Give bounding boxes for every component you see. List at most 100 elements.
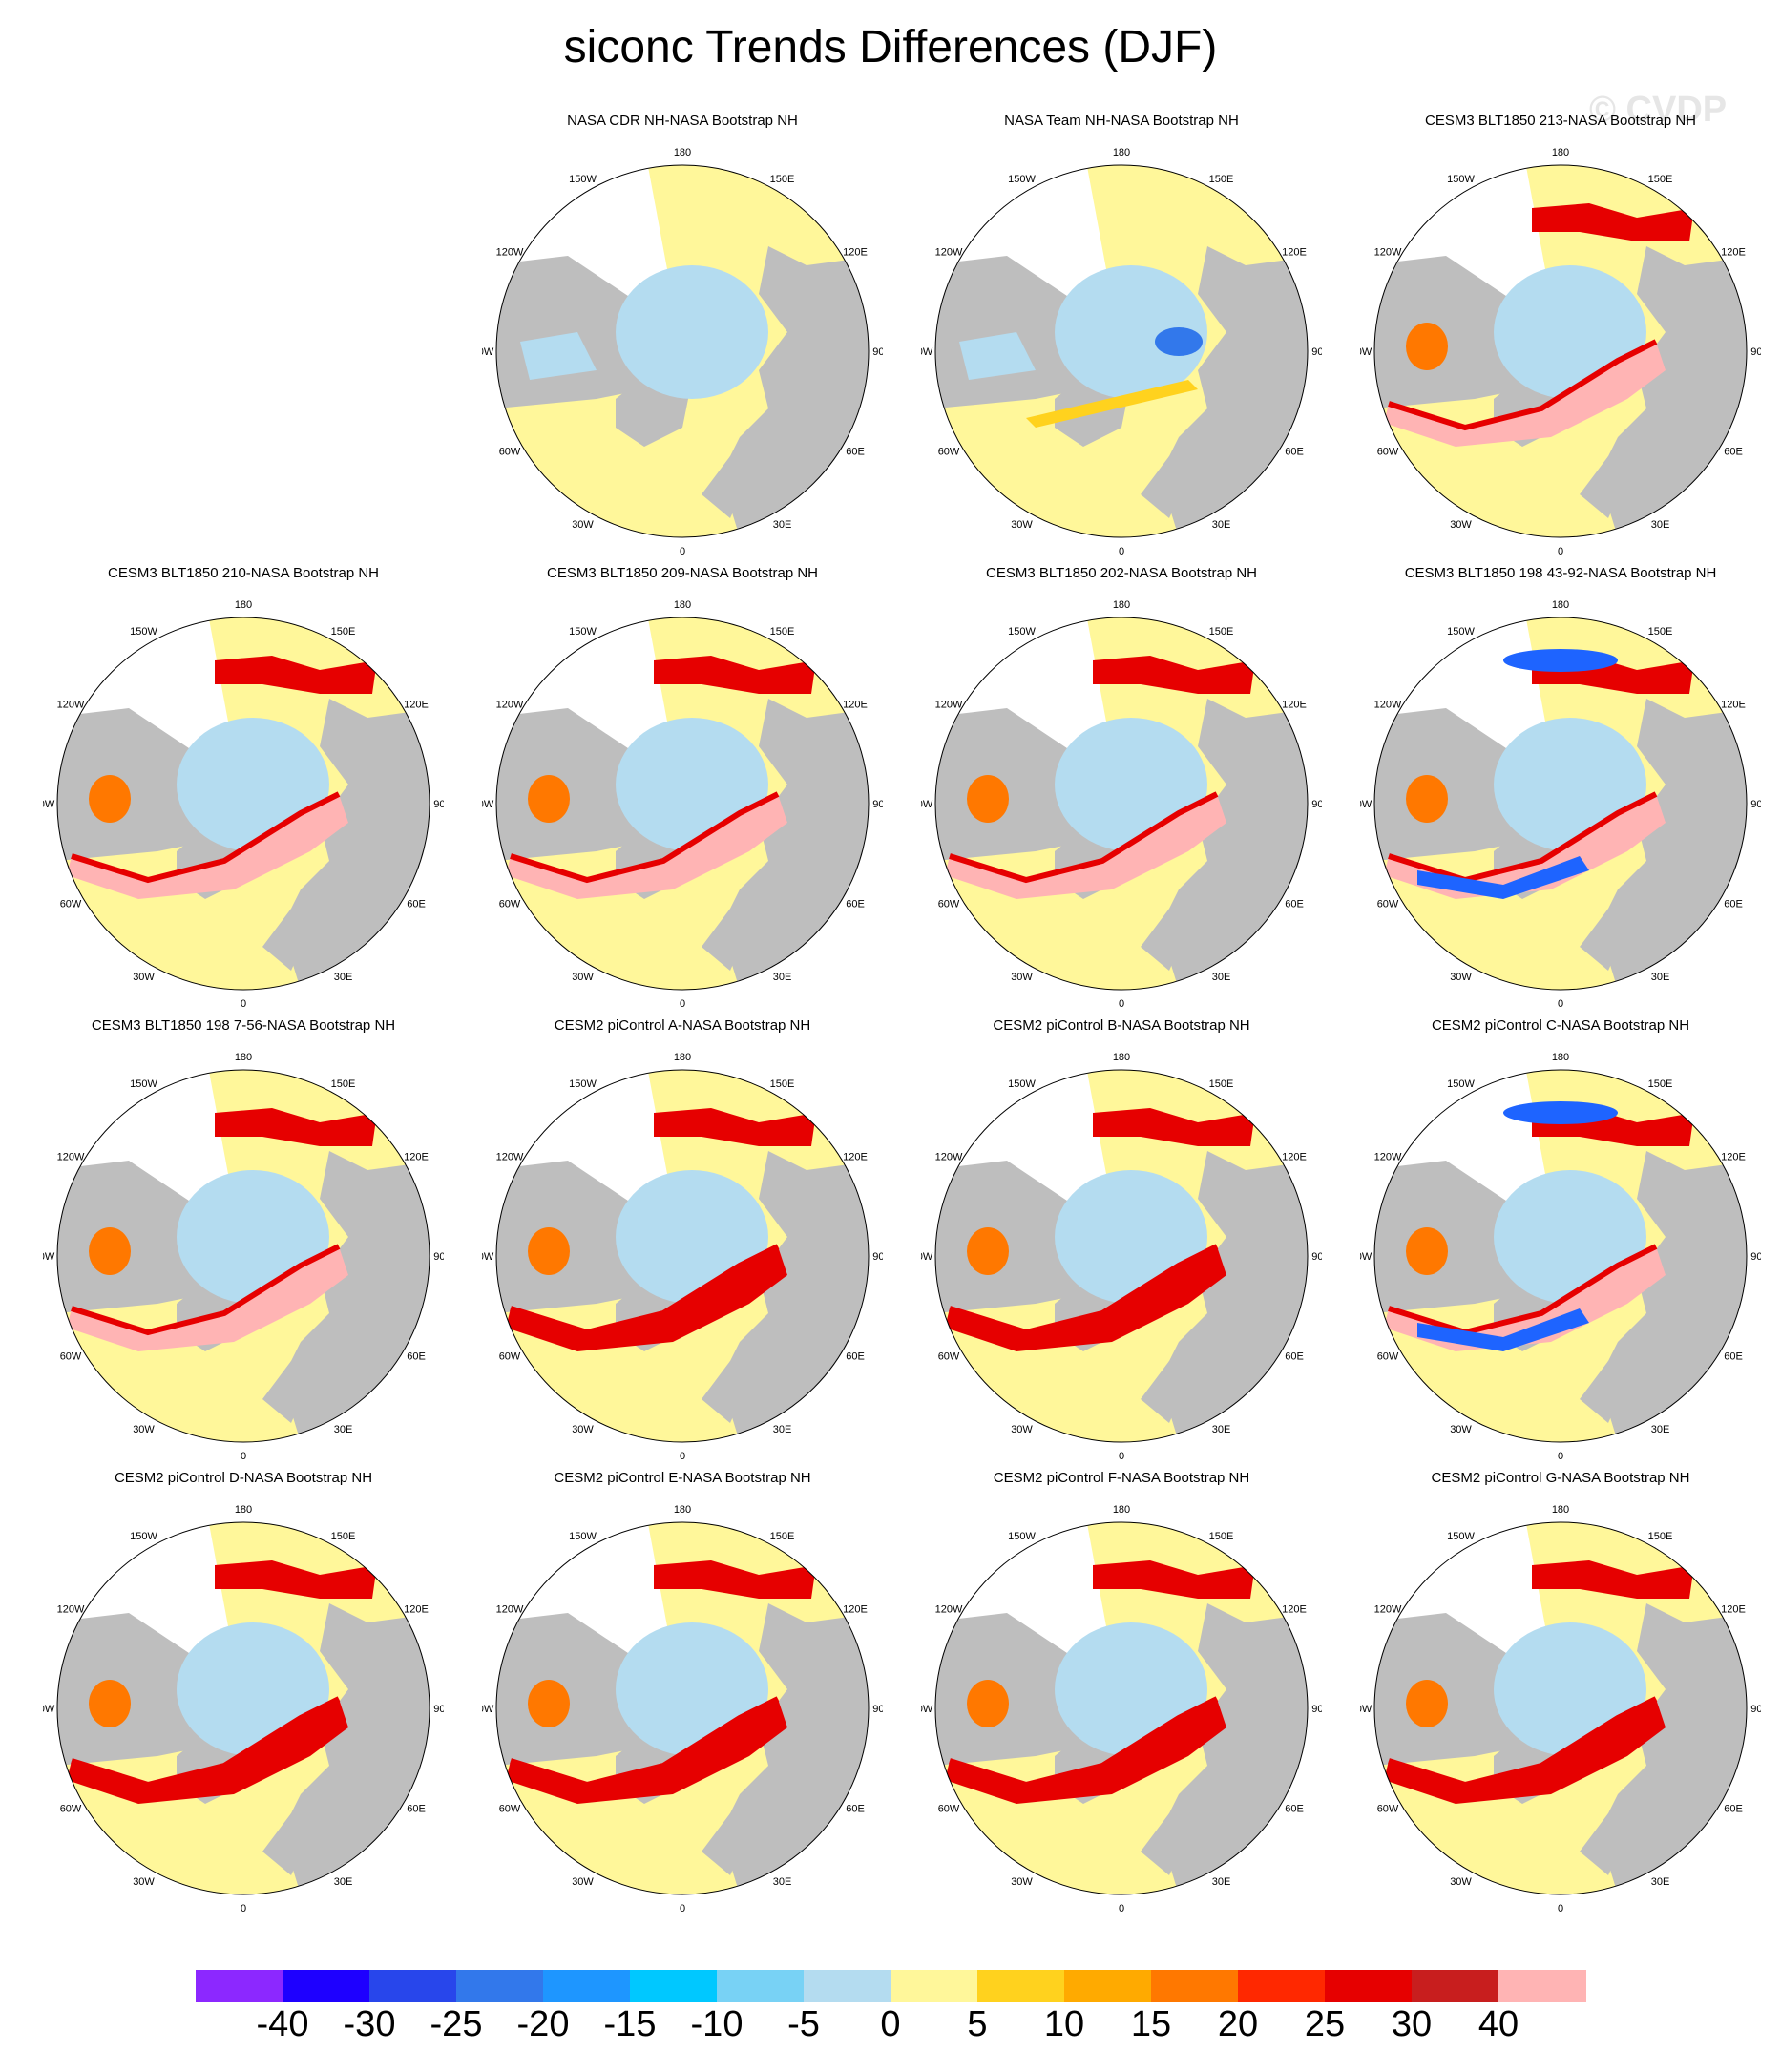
longitude-label: 120W [1374, 700, 1402, 711]
colorbar-segment [543, 1970, 631, 2002]
longitude-label: 120W [1374, 247, 1402, 259]
longitude-label: 180 [674, 599, 691, 611]
longitude-label: 150E [770, 1531, 795, 1542]
panel-title: CESM3 BLT1850 202-NASA Bootstrap NH [985, 565, 1258, 581]
longitude-label: 60E [407, 899, 426, 910]
longitude-label: 150W [1008, 626, 1036, 638]
page-title: siconc Trends Differences (DJF) [563, 22, 1218, 73]
longitude-label: 0 [1558, 546, 1563, 557]
longitude-label: 180 [674, 1052, 691, 1063]
map-panel: CESM3 BLT1850 209-NASA Bootstrap NH 180 15… [482, 565, 883, 1014]
longitude-label: 30E [1212, 519, 1231, 531]
longitude-label: 60W [1377, 1804, 1399, 1815]
longitude-label: 180 [235, 599, 252, 611]
longitude-label: 60W [938, 1804, 960, 1815]
longitude-label: 30E [334, 1424, 353, 1435]
colorbar-segment [717, 1970, 805, 2002]
map-panel: NASA Team NH-NASA Bootstrap NH 180 150E 120… [921, 113, 1322, 561]
longitude-label: 150W [569, 174, 597, 185]
longitude-label: 90E [1311, 1704, 1322, 1715]
longitude-label: 150E [1648, 1078, 1673, 1090]
polar-map: 180 150E 120E 90E 60E 30E 0 30W 60W 90W 120W 150W [482, 147, 883, 557]
panel-title: CESM3 BLT1850 213-NASA Bootstrap NH [1424, 113, 1697, 129]
longitude-label: 120W [1374, 1604, 1402, 1616]
polar-map: 180 150E 120E 90E 60E 30E 0 30W 60W 90W 120W 150W [482, 1504, 883, 1915]
longitude-label: 30E [773, 1424, 792, 1435]
longitude-label: 120W [57, 1604, 85, 1616]
longitude-label: 150E [331, 1078, 356, 1090]
polar-map: 180 150E 120E 90E 60E 30E 0 30W 60W 90W 120W 150W [482, 1052, 883, 1462]
longitude-label: 90E [872, 799, 883, 810]
longitude-label: 0 [1558, 998, 1563, 1010]
colorbar-segment [890, 1970, 978, 2002]
colorbar-tick-label: 10 [1043, 2004, 1085, 2044]
panel-title: CESM3 BLT1850 210-NASA Bootstrap NH [107, 565, 380, 581]
longitude-label: 120E [404, 1152, 429, 1163]
longitude-label: 30E [1651, 1876, 1670, 1888]
longitude-label: 120E [843, 247, 868, 259]
longitude-label: 0 [1558, 1903, 1563, 1915]
longitude-label: 90E [1750, 1704, 1761, 1715]
longitude-label: 150W [1008, 1531, 1036, 1542]
panel-title: CESM2 piControl A-NASA Bootstrap NH [554, 1017, 811, 1034]
longitude-label: 30W [1011, 519, 1033, 531]
longitude-label: 60E [846, 1351, 865, 1363]
longitude-label: 30E [773, 1876, 792, 1888]
longitude-label: 180 [1113, 599, 1130, 611]
longitude-label: 60W [60, 899, 82, 910]
longitude-label: 90E [1750, 1251, 1761, 1263]
longitude-label: 30W [572, 1876, 594, 1888]
map-panel: CESM2 piControl C-NASA Bootstrap NH 180 15… [1360, 1017, 1761, 1466]
longitude-label: 0 [680, 998, 685, 1010]
longitude-label: 120W [935, 1604, 963, 1616]
panel-title: CESM2 piControl E-NASA Bootstrap NH [554, 1470, 811, 1486]
longitude-label: 90E [433, 1251, 444, 1263]
longitude-label: 90E [1750, 799, 1761, 810]
longitude-label: 60E [1724, 447, 1743, 458]
longitude-label: 90E [1311, 799, 1322, 810]
longitude-label: 30E [1651, 1424, 1670, 1435]
longitude-label: 120W [935, 700, 963, 711]
longitude-label: 60W [60, 1804, 82, 1815]
longitude-label: 60W [499, 447, 521, 458]
longitude-label: 150E [770, 626, 795, 638]
longitude-label: 150E [1209, 1078, 1234, 1090]
longitude-label: 30E [1212, 1424, 1231, 1435]
longitude-label: 120E [843, 700, 868, 711]
colorbar-segment [1238, 1970, 1326, 2002]
longitude-label: 120E [1282, 700, 1307, 711]
longitude-label: 120W [496, 1604, 524, 1616]
longitude-label: 60E [1285, 1804, 1304, 1815]
colorbar-tick-label: 5 [967, 2004, 988, 2044]
colorbar-segment [456, 1970, 544, 2002]
panel-title: CESM3 BLT1850 209-NASA Bootstrap NH [546, 565, 819, 581]
longitude-label: 60W [1377, 899, 1399, 910]
longitude-label: 180 [1113, 147, 1130, 158]
colorbar-segment [196, 1970, 283, 2002]
colorbar-tick-label: 30 [1391, 2004, 1433, 2044]
polar-map: 180 150E 120E 90E 60E 30E 0 30W 60W 90W 120W 150W [43, 1052, 444, 1462]
longitude-label: 0 [1119, 998, 1124, 1010]
longitude-label: 30W [572, 972, 594, 983]
map-panel: CESM2 piControl G-NASA Bootstrap NH 180 15… [1360, 1470, 1761, 1918]
longitude-label: 30W [1011, 1876, 1033, 1888]
colorbar-tick-label: -10 [690, 2004, 744, 2044]
panel-title: NASA Team NH-NASA Bootstrap NH [1004, 113, 1239, 129]
longitude-label: 0 [1558, 1451, 1563, 1462]
longitude-label: 150E [1209, 1531, 1234, 1542]
colorbar-tick-label: -30 [343, 2004, 396, 2044]
map-panel: CESM2 piControl D-NASA Bootstrap NH 180 15… [43, 1470, 444, 1918]
panel-title: CESM2 piControl D-NASA Bootstrap NH [114, 1470, 373, 1486]
longitude-label: 90E [433, 1704, 444, 1715]
longitude-label: 150W [569, 1531, 597, 1542]
longitude-label: 120W [1374, 1152, 1402, 1163]
panel-title: CESM2 piControl G-NASA Bootstrap NH [1431, 1470, 1690, 1486]
longitude-label: 90W [921, 1251, 933, 1263]
colorbar [196, 1970, 1586, 2002]
longitude-label: 150W [130, 1078, 157, 1090]
longitude-label: 60W [1377, 1351, 1399, 1363]
longitude-label: 120E [404, 1604, 429, 1616]
colorbar-tick-label: 15 [1130, 2004, 1172, 2044]
longitude-label: 60W [938, 899, 960, 910]
longitude-label: 60W [60, 1351, 82, 1363]
